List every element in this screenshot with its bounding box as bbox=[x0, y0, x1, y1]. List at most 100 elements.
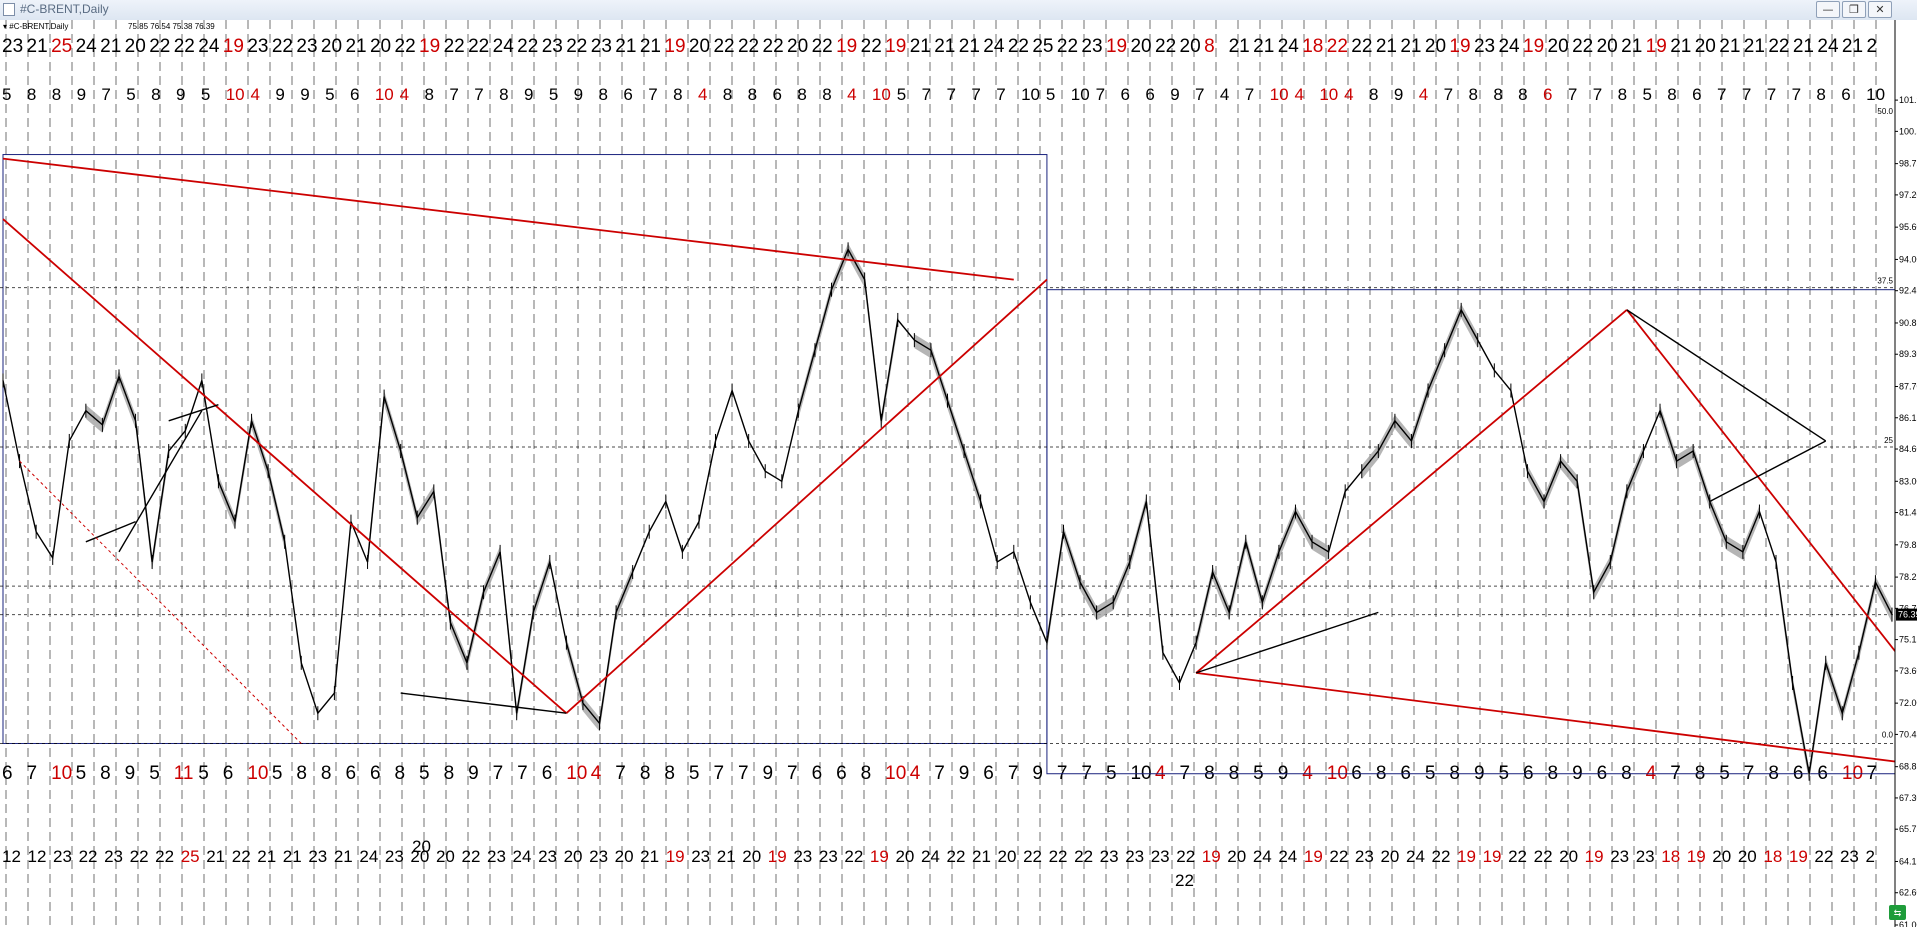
shaded-zone bbox=[1361, 303, 1478, 480]
date-label: 8 bbox=[1468, 85, 1477, 104]
axis-label: 67.30 bbox=[1899, 793, 1917, 803]
date-label: 22 bbox=[763, 36, 784, 57]
date-label: 9 bbox=[959, 763, 970, 784]
date-label: 19 bbox=[223, 36, 244, 57]
date-label: 4 bbox=[1220, 85, 1229, 104]
trend-lines-layer bbox=[2, 157, 1917, 766]
date-label: 21 bbox=[257, 847, 276, 866]
date-label: 19 bbox=[1457, 847, 1476, 866]
date-label: 6 bbox=[812, 763, 823, 784]
date-label: 22 bbox=[1176, 847, 1195, 866]
date-label: 22 bbox=[395, 36, 416, 57]
date-label: 19 bbox=[1687, 847, 1706, 866]
date-label: 20 bbox=[689, 36, 710, 57]
axis-label: 73.60 bbox=[1899, 666, 1917, 676]
date-label: 24 bbox=[1498, 36, 1520, 57]
date-label: 6 bbox=[350, 85, 359, 104]
date-label: 6 bbox=[983, 763, 994, 784]
date-label: 24 bbox=[359, 847, 378, 866]
black-trend-line bbox=[118, 410, 203, 553]
date-label: 23 bbox=[53, 847, 72, 866]
price-chart[interactable]: 23 21 25 24 21 20 22 22 24 19 23 22 23 20 21 20 22 19 22 22… bbox=[0, 20, 1917, 927]
date-label: 22 bbox=[272, 36, 293, 57]
date-label: 21 bbox=[934, 36, 955, 57]
date-label: 22 bbox=[1008, 36, 1029, 57]
date-label: 6 bbox=[370, 763, 381, 784]
date-label: 7 bbox=[1792, 85, 1801, 104]
date-label: 9 bbox=[574, 85, 583, 104]
date-label: 19 bbox=[1483, 847, 1502, 866]
date-label: 22 bbox=[947, 847, 966, 866]
date-label: 19 bbox=[1646, 36, 1667, 57]
date-label: 22 bbox=[566, 36, 587, 57]
date-label: 20 bbox=[410, 847, 429, 866]
date-label: 18 bbox=[1763, 847, 1782, 866]
date-label: 9 bbox=[176, 85, 185, 104]
axis-background bbox=[1895, 20, 1917, 927]
date-label: 9 bbox=[275, 85, 284, 104]
date-label: 8 bbox=[27, 85, 36, 104]
date-label: 22 bbox=[812, 36, 833, 57]
date-label: 23 bbox=[1840, 847, 1859, 866]
date-label: 12 bbox=[2, 847, 21, 866]
date-label: 8 bbox=[1816, 85, 1825, 104]
scroll-badge[interactable]: ⇆ bbox=[1889, 905, 1906, 920]
date-label: 22 bbox=[155, 847, 174, 866]
price-series-layer bbox=[2, 242, 1893, 781]
date-label: 19 bbox=[1106, 36, 1127, 57]
date-label: 6 bbox=[623, 85, 632, 104]
date-label: 20 bbox=[1738, 847, 1757, 866]
date-label: 8 bbox=[499, 85, 508, 104]
date-label: 24 bbox=[1278, 36, 1300, 57]
date-label: 20 bbox=[1130, 36, 1151, 57]
date-label: 8 bbox=[1618, 85, 1627, 104]
date-label: 22 bbox=[1329, 847, 1348, 866]
date-label: 5 bbox=[897, 85, 906, 104]
date-label: 7 bbox=[1593, 85, 1602, 104]
date-label: 21 bbox=[615, 36, 636, 57]
date-label: 7 bbox=[1008, 763, 1019, 784]
fib-level-label: 37.5 bbox=[1877, 277, 1893, 286]
date-label: 10 bbox=[226, 85, 245, 104]
date-label: 22 bbox=[861, 36, 882, 57]
scroll-badge-box[interactable] bbox=[1889, 905, 1906, 920]
dotted-trend-line bbox=[19, 460, 302, 744]
date-label: 4 bbox=[1344, 85, 1353, 104]
axis-label: 72.00 bbox=[1899, 698, 1917, 708]
date-label: 9 bbox=[763, 763, 774, 784]
date-label: 22 bbox=[1175, 871, 1194, 890]
axis-label: 78.25 bbox=[1899, 572, 1917, 582]
date-label: 19 bbox=[664, 36, 685, 57]
date-label: 10 bbox=[566, 763, 587, 784]
axis-label: 75.15 bbox=[1899, 635, 1917, 645]
date-label: 20 bbox=[998, 847, 1017, 866]
date-label: 4 bbox=[1419, 85, 1428, 104]
date-label: 2 bbox=[1866, 36, 1877, 57]
date-label: 6 bbox=[1145, 85, 1154, 104]
date-label: 21 bbox=[334, 847, 353, 866]
date-label: 8 bbox=[425, 85, 434, 104]
date-label: 21 bbox=[1719, 36, 1740, 57]
red-trend-line bbox=[2, 218, 567, 714]
date-label: 9 bbox=[524, 85, 533, 104]
restore-button[interactable]: ❐ bbox=[1842, 1, 1866, 18]
date-label: 19 bbox=[836, 36, 857, 57]
date-label: 22 bbox=[1432, 847, 1451, 866]
minimize-button[interactable]: — bbox=[1816, 1, 1840, 18]
date-label: 25 bbox=[51, 36, 72, 57]
fib-level-label: 0.0 bbox=[1882, 730, 1894, 739]
date-label: 9 bbox=[1170, 85, 1179, 104]
date-label: 7 bbox=[934, 763, 945, 784]
date-label: 22 bbox=[1814, 847, 1833, 866]
scroll-badge-icon[interactable]: ⇆ bbox=[1894, 908, 1902, 918]
axis-label: 68.85 bbox=[1899, 762, 1917, 772]
chart-window-icon bbox=[3, 3, 15, 16]
date-label: 8 bbox=[664, 763, 675, 784]
date-label: 7 bbox=[971, 85, 980, 104]
date-label: 20 bbox=[412, 837, 431, 856]
close-button[interactable]: ✕ bbox=[1868, 1, 1892, 18]
date-label: 20 bbox=[895, 847, 914, 866]
date-label: 7 bbox=[615, 763, 626, 784]
date-label: 7 bbox=[1568, 85, 1577, 104]
date-label: 7 bbox=[474, 85, 483, 104]
